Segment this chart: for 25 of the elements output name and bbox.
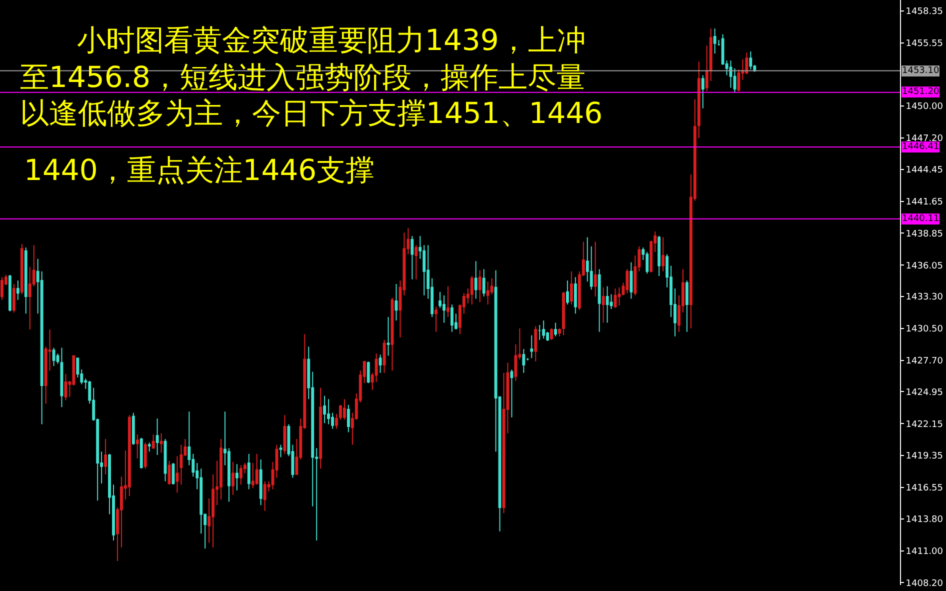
y-tick-label: 1438.85 [906,229,944,240]
y-tick-label: 1444.45 [906,165,944,176]
annotation: 1440，重点关注1446支撑 [24,153,375,187]
y-tick-label: 1441.65 [906,197,944,208]
annotation: 小时图看黄金突破重要阻力1439，上冲 [77,23,586,57]
y-tick-label: 1416.55 [906,484,944,494]
y-tick-label: 1458.35 [906,6,944,17]
annotation: 至1456.8，短线进入强势阶段，操作上尽量 [20,60,586,94]
y-tick-label: 1413.80 [906,515,944,526]
annotation: 以逢低做多为主，今日下方支撑1451、1446 [20,96,603,130]
ref-line-label: 1446.41 [902,142,940,152]
y-tick-label: 1430.50 [906,324,944,335]
y-tick-label: 1427.70 [906,356,944,366]
y-tick-label: 1450.00 [906,102,944,112]
y-tick-label: 1455.55 [906,38,944,49]
y-tick-label: 1419.35 [906,452,944,462]
y-tick-label: 1422.15 [906,420,944,430]
y-tick-label: 1433.30 [906,292,944,303]
ref-line-label: 1440.11 [902,214,940,224]
y-tick-label: 1436.05 [906,261,944,272]
y-tick-label: 1424.95 [906,388,944,398]
y-tick-label: 1408.20 [906,578,944,589]
ref-line-label: 1453.10 [902,66,940,76]
y-tick-label: 1411.00 [906,546,944,557]
ref-line-label: 1451.20 [902,87,940,97]
